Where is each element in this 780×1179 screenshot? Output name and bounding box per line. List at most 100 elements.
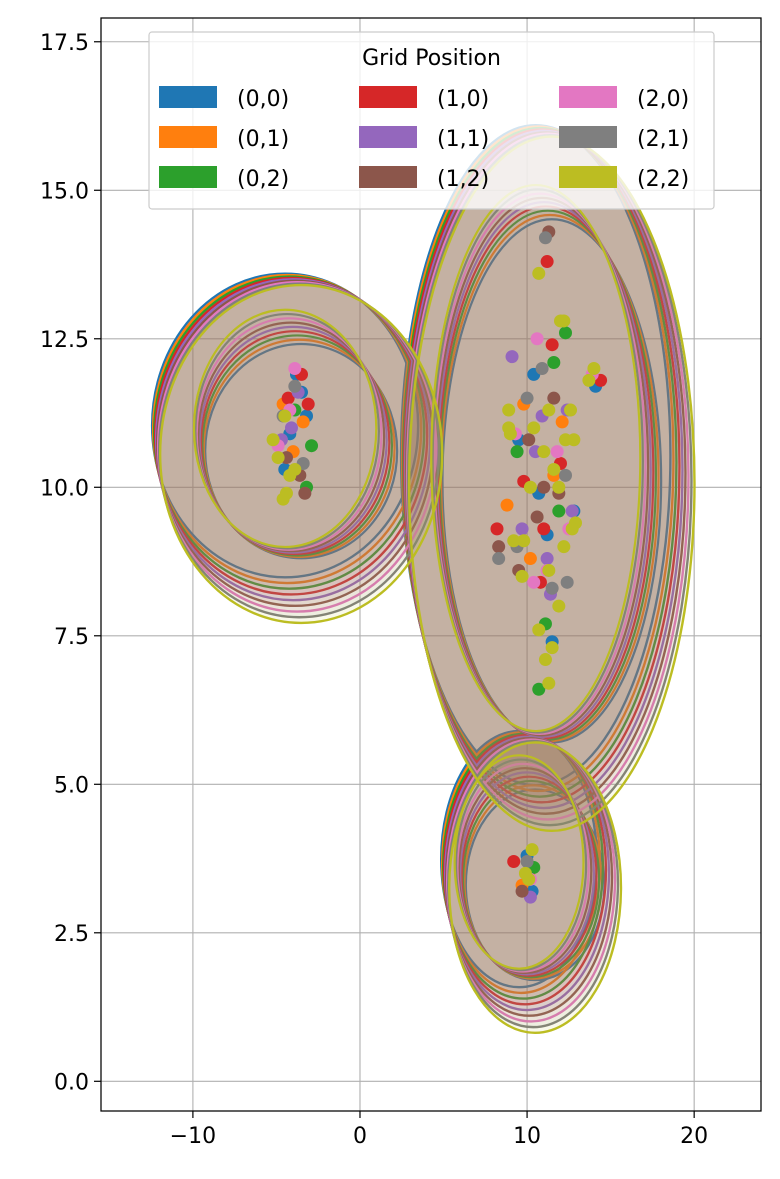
legend-swatch xyxy=(359,86,417,108)
legend-swatch xyxy=(359,126,417,148)
y-tick-label: 10.0 xyxy=(40,476,89,501)
data-point xyxy=(298,486,312,500)
data-point xyxy=(271,451,285,465)
y-tick-label: 5.0 xyxy=(54,773,89,798)
data-point xyxy=(301,397,315,411)
data-point xyxy=(500,498,514,512)
data-point xyxy=(542,676,556,690)
legend-label: (1,1) xyxy=(437,127,489,152)
data-point xyxy=(284,421,298,435)
data-point xyxy=(517,534,531,548)
data-point xyxy=(557,314,571,328)
legend-swatch xyxy=(159,166,217,188)
data-point xyxy=(559,468,573,482)
y-tick-label: 15.0 xyxy=(40,179,89,204)
y-tick-label: 0.0 xyxy=(54,1070,89,1095)
density-contour xyxy=(204,342,399,560)
data-point xyxy=(515,884,529,898)
plot-area-frame xyxy=(100,17,762,1112)
data-point xyxy=(538,231,552,245)
density-contour xyxy=(199,330,391,556)
x-tick-label: 20 xyxy=(680,1124,708,1149)
data-point xyxy=(567,433,581,447)
density-contour xyxy=(461,779,601,979)
data-point xyxy=(530,510,544,524)
density-contour xyxy=(460,775,598,977)
legend-label: (1,2) xyxy=(437,167,489,192)
legend-label: (2,2) xyxy=(637,167,689,192)
legend-label: (0,2) xyxy=(237,167,289,192)
data-point xyxy=(507,534,521,548)
data-point xyxy=(266,433,280,447)
data-point xyxy=(535,361,549,375)
data-point xyxy=(507,855,521,869)
y-tick-label: 17.5 xyxy=(40,31,89,56)
data-point xyxy=(520,391,534,405)
data-point xyxy=(530,332,544,346)
legend-box xyxy=(148,31,715,210)
data-point xyxy=(552,504,566,518)
data-point xyxy=(523,480,537,494)
data-point xyxy=(281,391,295,405)
data-point xyxy=(540,552,554,566)
x-tick-label: −10 xyxy=(170,1124,216,1149)
data-point xyxy=(542,563,556,577)
density-contour xyxy=(201,334,394,557)
density-region xyxy=(158,283,444,625)
legend-swatch xyxy=(159,86,217,108)
data-point xyxy=(565,504,579,518)
data-point xyxy=(527,575,541,589)
data-point xyxy=(288,379,302,393)
data-point xyxy=(527,421,541,435)
legend-label: (0,0) xyxy=(237,87,289,112)
data-point xyxy=(537,480,551,494)
data-point xyxy=(305,439,319,453)
data-point xyxy=(564,403,578,417)
data-point xyxy=(547,391,561,405)
y-tick-label: 2.5 xyxy=(54,922,89,947)
data-point xyxy=(537,445,551,459)
x-tick-label: 0 xyxy=(353,1124,367,1149)
data-point xyxy=(288,361,302,375)
data-point xyxy=(542,403,556,417)
legend-swatch xyxy=(559,166,617,188)
data-point xyxy=(492,552,506,566)
data-point xyxy=(525,843,539,857)
legend-swatch xyxy=(359,166,417,188)
data-point xyxy=(510,445,524,459)
series-(2,2) xyxy=(266,266,601,886)
data-point xyxy=(505,350,519,364)
legend-swatch xyxy=(559,86,617,108)
density-contour xyxy=(456,762,590,973)
data-point xyxy=(547,356,561,370)
data-point xyxy=(515,569,529,583)
data-point xyxy=(522,872,536,886)
data-point xyxy=(545,641,559,655)
data-point xyxy=(523,552,537,566)
legend-title: Grid Position xyxy=(362,46,501,71)
data-point xyxy=(545,338,559,352)
legend-label: (1,0) xyxy=(437,87,489,112)
legend-swatch xyxy=(159,126,217,148)
density-contour xyxy=(453,754,585,970)
data-point xyxy=(276,492,290,506)
y-tick-label: 7.5 xyxy=(54,625,89,650)
y-tick-label: 12.5 xyxy=(40,328,89,353)
density-contour xyxy=(195,317,383,551)
data-point xyxy=(532,623,546,637)
density-contours xyxy=(150,123,696,1035)
legend-label: (2,0) xyxy=(637,87,689,112)
data-point xyxy=(545,581,559,595)
data-point xyxy=(547,462,561,476)
legend-swatch xyxy=(559,126,617,148)
density-contour xyxy=(194,312,381,550)
series-(1,2) xyxy=(279,225,566,898)
density-contour xyxy=(202,338,396,558)
density-(2,2) xyxy=(158,135,696,1035)
legend-label: (2,1) xyxy=(637,127,689,152)
data-point xyxy=(296,415,310,429)
density-contour xyxy=(197,321,386,553)
density-contour xyxy=(454,758,588,972)
data-point xyxy=(582,373,596,387)
data-point xyxy=(538,653,552,667)
